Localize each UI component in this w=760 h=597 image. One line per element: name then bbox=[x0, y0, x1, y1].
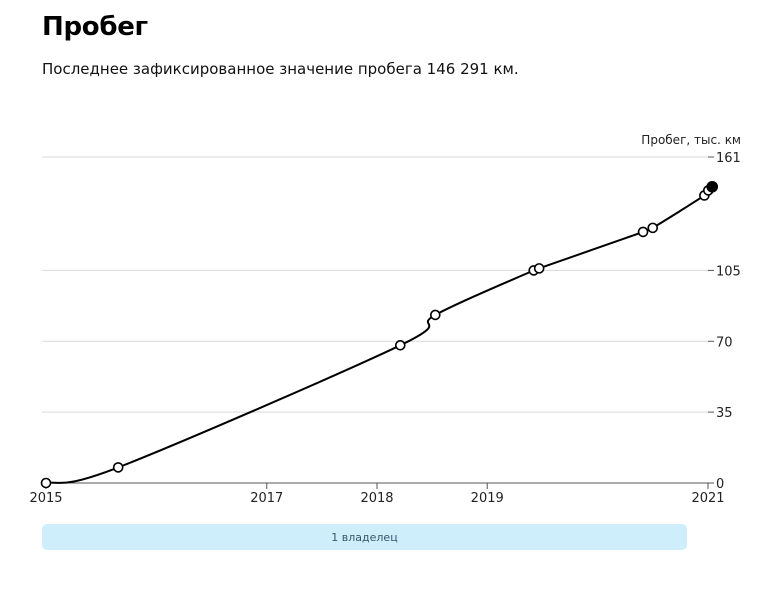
mileage-chart: 0 35 70 105 161 2015 2017 2018 2019 2021 Пробег, … bbox=[29, 133, 741, 506]
data-point[interactable] bbox=[647, 222, 659, 234]
data-point[interactable] bbox=[429, 309, 441, 321]
data-point[interactable] bbox=[112, 462, 124, 473]
data-point-latest[interactable] bbox=[706, 180, 719, 193]
data-point[interactable] bbox=[533, 263, 545, 274]
x-tick-label: 2018 bbox=[360, 491, 393, 506]
x-tick-label: 2019 bbox=[471, 491, 504, 506]
x-tick-label: 2021 bbox=[691, 491, 724, 506]
mileage-summary: Последнее зафиксированное значение пробе… bbox=[42, 60, 519, 78]
x-tick-label: 2017 bbox=[250, 491, 283, 506]
owners-bar: 1 владелец bbox=[42, 524, 687, 550]
mileage-line bbox=[45, 186, 713, 484]
data-point[interactable] bbox=[40, 477, 52, 489]
y-tick-label: 105 bbox=[716, 264, 741, 279]
owners-label: 1 владелец bbox=[331, 530, 398, 544]
data-point[interactable] bbox=[394, 340, 406, 351]
y-tick-label: 70 bbox=[716, 335, 733, 350]
page-title: Пробег bbox=[42, 12, 148, 42]
y-tick-label: 35 bbox=[716, 406, 733, 421]
y-tick-label: 0 bbox=[716, 477, 724, 492]
y-axis-title: Пробег, тыс. км bbox=[641, 133, 741, 147]
data-point[interactable] bbox=[637, 226, 649, 238]
x-tick-label: 2015 bbox=[29, 491, 62, 506]
y-tick-label: 161 bbox=[716, 151, 741, 166]
